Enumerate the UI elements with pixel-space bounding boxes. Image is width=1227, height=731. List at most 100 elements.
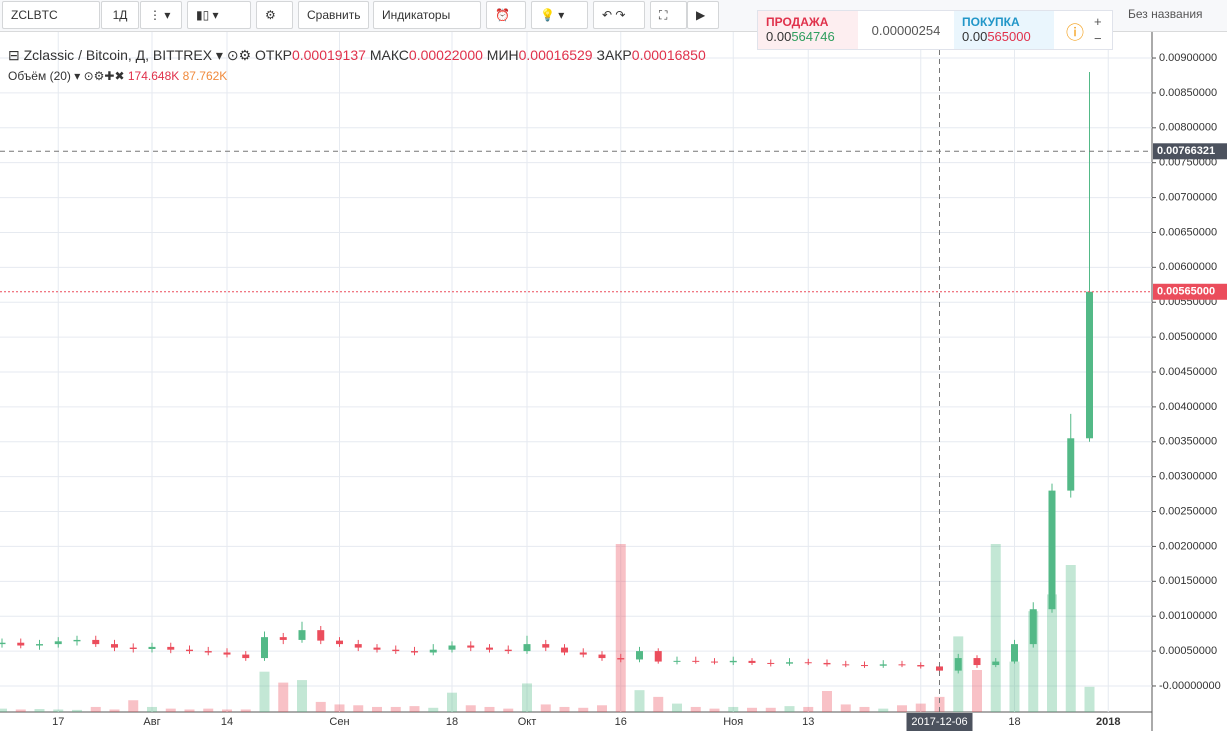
volume-bar [784, 706, 795, 712]
volume-bar [559, 706, 570, 712]
indicators-button[interactable]: Индикаторы [373, 1, 481, 29]
candle-body [467, 645, 475, 648]
candle-body [729, 660, 737, 663]
volume-bar [897, 705, 907, 712]
volume-bar [409, 706, 420, 712]
last-price-label-bg [1153, 283, 1227, 300]
close-value: 0.00016850 [631, 47, 706, 63]
x-tick-label: Авг [143, 716, 160, 728]
sell-box[interactable]: ПРОДАЖА 0.00564746 [758, 11, 858, 49]
candle-body [0, 642, 6, 645]
y-tick-label: 0.00150000 [1159, 575, 1217, 587]
volume-bar [1047, 594, 1057, 712]
candle-body [823, 662, 831, 665]
candle-body [73, 639, 81, 642]
candle-body [561, 647, 568, 653]
y-tick-label: 0.00600000 [1159, 261, 1217, 273]
volume-title: Объём (20) [8, 69, 71, 83]
candle-body [786, 662, 793, 664]
candle-body [411, 651, 418, 653]
candle-body [879, 664, 887, 666]
volume-ma-value: 87.762K [182, 69, 228, 83]
y-tick-label: 0.00450000 [1159, 366, 1217, 378]
zoom-buttons[interactable]: + − [1094, 14, 1102, 46]
chart-style-button[interactable]: ▮▯ ▾ [187, 1, 251, 29]
volume-bar [1065, 565, 1076, 712]
volume-bar [709, 708, 720, 712]
low-label: МИН [486, 47, 519, 63]
candle-body [204, 651, 212, 653]
volume-bar [915, 703, 926, 712]
legend: ⊟ Zclassic / Bitcoin, Д, BITTREX ▾ ⊙⚙ ОТ… [8, 47, 706, 63]
x-tick-label: Окт [518, 716, 537, 728]
close-label: ЗАКР [596, 47, 632, 63]
alert-button[interactable]: ⏰ [486, 1, 526, 29]
candle-body [167, 646, 175, 650]
undo-redo-button[interactable]: ↶ ↷ [593, 1, 645, 29]
candle-body [1086, 291, 1093, 439]
candle-body [917, 665, 925, 667]
candle-body [1029, 609, 1037, 645]
candle-body [598, 654, 606, 659]
x-tick-label: Сен [329, 716, 349, 728]
volume-bar [0, 708, 7, 712]
candle-body [129, 647, 137, 649]
volume-bar [840, 704, 851, 712]
candle-body [317, 630, 325, 641]
last-price-label: 0.00565000 [1157, 286, 1215, 298]
volume-bar [765, 707, 776, 712]
volume-bar [109, 709, 120, 712]
volume-bar [728, 706, 739, 712]
candle-body [92, 639, 100, 645]
volume-bar [203, 708, 214, 712]
buy-label: ПОКУПКА [962, 15, 1020, 29]
x-tick-label: 14 [221, 716, 233, 728]
crosshair-x-label: 2017-12-06 [911, 716, 967, 728]
buy-digits: 565000 [987, 29, 1031, 44]
layout-name[interactable]: Без названия [1128, 7, 1203, 21]
candle-body [954, 658, 962, 671]
legend-toggle[interactable]: ⊟ [8, 47, 20, 63]
candle-body [1067, 438, 1075, 491]
candle-body [298, 630, 306, 640]
y-tick-label: 0.00700000 [1159, 191, 1217, 203]
sell-prefix: 0.00 [766, 29, 792, 44]
sell-label: ПРОДАЖА [766, 15, 829, 29]
buy-box[interactable]: ПОКУПКА 0.00565000 [954, 11, 1054, 49]
x-tick-label: 18 [446, 716, 458, 728]
volume-bar [353, 705, 364, 712]
candle-body [111, 644, 118, 648]
volume-bar [934, 696, 945, 712]
volume-bar [390, 706, 401, 712]
volume-bar [315, 701, 326, 712]
volume-bar [184, 709, 195, 712]
candle-body [148, 646, 156, 649]
legend-title: Zclassic / Bitcoin, Д, BITTREX [23, 47, 213, 63]
candle-body [392, 649, 400, 652]
volume-bar [222, 709, 232, 712]
y-tick-label: 0.00350000 [1159, 436, 1217, 448]
volume-bar [859, 706, 870, 712]
open-value: 0.00019137 [291, 47, 366, 63]
volume-bar [634, 690, 645, 712]
ideas-button[interactable]: 💡 ▾ [531, 1, 588, 29]
volume-bar [1028, 611, 1039, 712]
interval-menu[interactable]: ⋮ ▾ [140, 1, 182, 29]
y-tick-label: 0.00900000 [1159, 52, 1217, 64]
x-tick-label: 2018 [1096, 716, 1120, 728]
volume-bar [465, 705, 476, 712]
candle-body [17, 642, 25, 646]
info-icon[interactable]: ⓘ [1066, 23, 1084, 43]
volume-bar [240, 709, 251, 712]
volume-bar [653, 696, 664, 712]
x-tick-label: 13 [802, 716, 814, 728]
volume-bar [147, 706, 157, 712]
replay-button[interactable]: ▶ [687, 1, 719, 29]
symbol-input[interactable]: ZCLBTC [2, 1, 100, 29]
compare-button[interactable]: Сравнить [298, 1, 369, 29]
settings-button[interactable]: ⚙ [256, 1, 293, 29]
interval-button[interactable]: 1Д [101, 1, 139, 29]
fullscreen-button[interactable]: ⛶ [650, 1, 687, 29]
candle-body [429, 649, 437, 653]
